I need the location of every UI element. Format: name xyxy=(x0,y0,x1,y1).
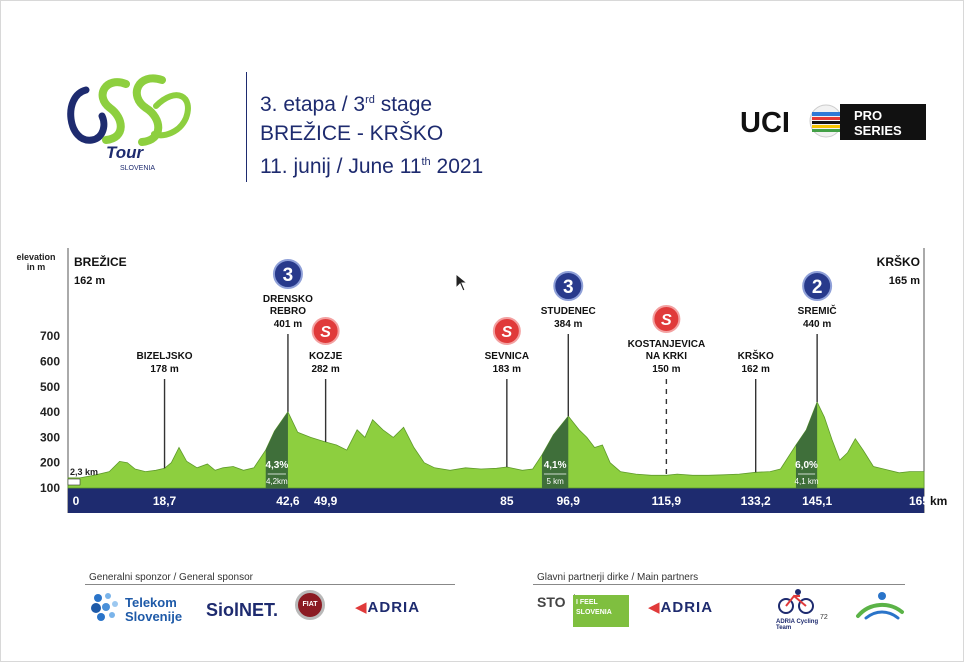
i-feel-slovenia-logo: I FEEL SLOVENIA xyxy=(573,595,629,627)
y-axis-label-unit: in m xyxy=(27,262,46,272)
point-name: BIZELJSKO xyxy=(136,351,192,362)
x-tick-label: 96,9 xyxy=(557,494,581,508)
uci-text: UCI xyxy=(740,107,790,139)
y-tick-label: 700 xyxy=(40,329,60,343)
point-name: REBRO xyxy=(270,306,306,317)
point-name: DRENSKO xyxy=(263,294,313,305)
telekom-slovenije-logo-text: Telekom Slovenije xyxy=(125,595,183,624)
climb-length-label: 4,2km xyxy=(266,477,288,486)
logo-subtext: SLOVENIA xyxy=(120,165,155,172)
siolnet-logo: SiolNET. xyxy=(206,600,279,620)
neutral-start-label: 2,3 km xyxy=(70,467,98,477)
point-elevation: 440 m xyxy=(803,319,831,330)
telekom-logo xyxy=(88,590,122,629)
kom-category-label: 3 xyxy=(283,265,294,286)
x-tick-label: 115,9 xyxy=(652,494,682,508)
sto-logo: STO xyxy=(537,594,575,610)
climb-grade-label: 4,3% xyxy=(265,460,288,471)
sprint-badge xyxy=(652,305,681,333)
slovenia-partner-logo xyxy=(852,588,908,629)
climb-length-label: 5 km xyxy=(546,477,564,486)
x-tick-label: 165,8 xyxy=(909,494,939,508)
climb-grade-label: 6,0% xyxy=(795,460,818,471)
x-tick-label: 145,1 xyxy=(802,494,832,508)
stage-info: 3. etapa / 3rd stage BREŽICE - KRŠKO 11.… xyxy=(260,86,483,181)
point-elevation: 178 m xyxy=(150,364,178,375)
general-sponsor-divider xyxy=(85,584,455,585)
point-name: KRŠKO xyxy=(738,349,774,362)
point-name: SREMIČ xyxy=(798,304,837,317)
stage-date: 11. junij / June 11th 2021 xyxy=(260,155,484,178)
point-elevation: 183 m xyxy=(493,364,521,375)
general-sponsor-heading: Generalni sponzor / General sponsor xyxy=(89,572,253,583)
adria-partner-logo: ◀ADRIA xyxy=(648,599,714,616)
x-tick-label: 18,7 xyxy=(153,494,177,508)
point-elevation: 150 m xyxy=(652,364,680,375)
point-name: STUDENEC xyxy=(541,306,596,317)
tour-of-slovenia-logo: Tour SLOVENIA xyxy=(66,66,206,181)
finish-name: KRŠKO xyxy=(877,254,920,269)
sprint-badge-label: S xyxy=(502,324,513,341)
climb-grade-label: 4,1% xyxy=(544,460,567,471)
point-name: SEVNICA xyxy=(485,351,529,362)
x-tick-label: 42,6 xyxy=(276,494,300,508)
kom-category-label: 2 xyxy=(812,277,823,298)
x-tick-label: 0 xyxy=(73,494,80,508)
partners-heading: Glavni partnerji dirke / Main partners xyxy=(537,572,699,583)
mouse-cursor-icon xyxy=(455,273,469,292)
adria-logo: ◀ADRIA xyxy=(355,599,421,616)
sprint-badge xyxy=(311,317,340,345)
partners-divider xyxy=(533,584,905,585)
sprint-badge xyxy=(492,317,521,345)
point-elevation: 162 m xyxy=(742,364,770,375)
sprint-badge-label: S xyxy=(320,324,331,341)
x-tick-label: 133,2 xyxy=(741,494,771,508)
climb-segment xyxy=(265,411,288,488)
point-name: KOSTANJEVICA xyxy=(628,339,706,350)
uci-pro-series-logo: UCI PRO SERIES xyxy=(740,102,930,147)
kom-category-badge xyxy=(553,271,584,301)
x-axis-unit: km xyxy=(930,494,947,508)
finish-elevation: 165 m xyxy=(889,275,920,287)
logo-text: Tour xyxy=(106,143,145,162)
y-axis-label: elevation xyxy=(16,252,55,262)
kom-category-badge xyxy=(272,259,303,289)
y-tick-label: 300 xyxy=(40,430,60,444)
stage-number: 3. etapa / 3rd stage xyxy=(260,93,433,116)
uci-pro: PRO xyxy=(854,108,882,123)
point-name: NA KRKI xyxy=(646,351,688,362)
climb-segment xyxy=(795,401,818,488)
point-elevation: 384 m xyxy=(554,319,582,330)
y-tick-label: 200 xyxy=(40,456,60,470)
uci-series: SERIES xyxy=(854,123,902,138)
neutral-start-marker xyxy=(67,478,81,486)
elevation-area xyxy=(67,400,925,489)
fiat-logo: FIAT xyxy=(295,590,325,620)
point-elevation: 401 m xyxy=(274,319,302,330)
km-axis-bar xyxy=(68,488,924,513)
y-tick-label: 400 xyxy=(40,405,60,419)
kom-category-badge xyxy=(802,271,833,301)
adria-cycling-team-logo: ADRIA Cycling Team 72 xyxy=(776,588,832,631)
y-tick-label: 500 xyxy=(40,380,60,394)
kom-category-label: 3 xyxy=(563,277,574,298)
y-tick-label: 100 xyxy=(40,481,60,495)
start-elevation: 162 m xyxy=(74,275,105,287)
sprint-badge-label: S xyxy=(661,312,672,329)
x-tick-label: 49,9 xyxy=(314,494,338,508)
stage-route: BREŽICE - KRŠKO xyxy=(260,122,444,145)
climb-length-label: 4,1 km xyxy=(795,477,819,486)
header-divider xyxy=(246,72,247,182)
point-name: KOZJE xyxy=(309,351,343,362)
climb-segment xyxy=(541,416,569,488)
x-tick-label: 85 xyxy=(500,494,514,508)
y-tick-label: 600 xyxy=(40,355,60,369)
point-elevation: 282 m xyxy=(311,364,339,375)
start-name: BREŽICE xyxy=(74,254,127,269)
